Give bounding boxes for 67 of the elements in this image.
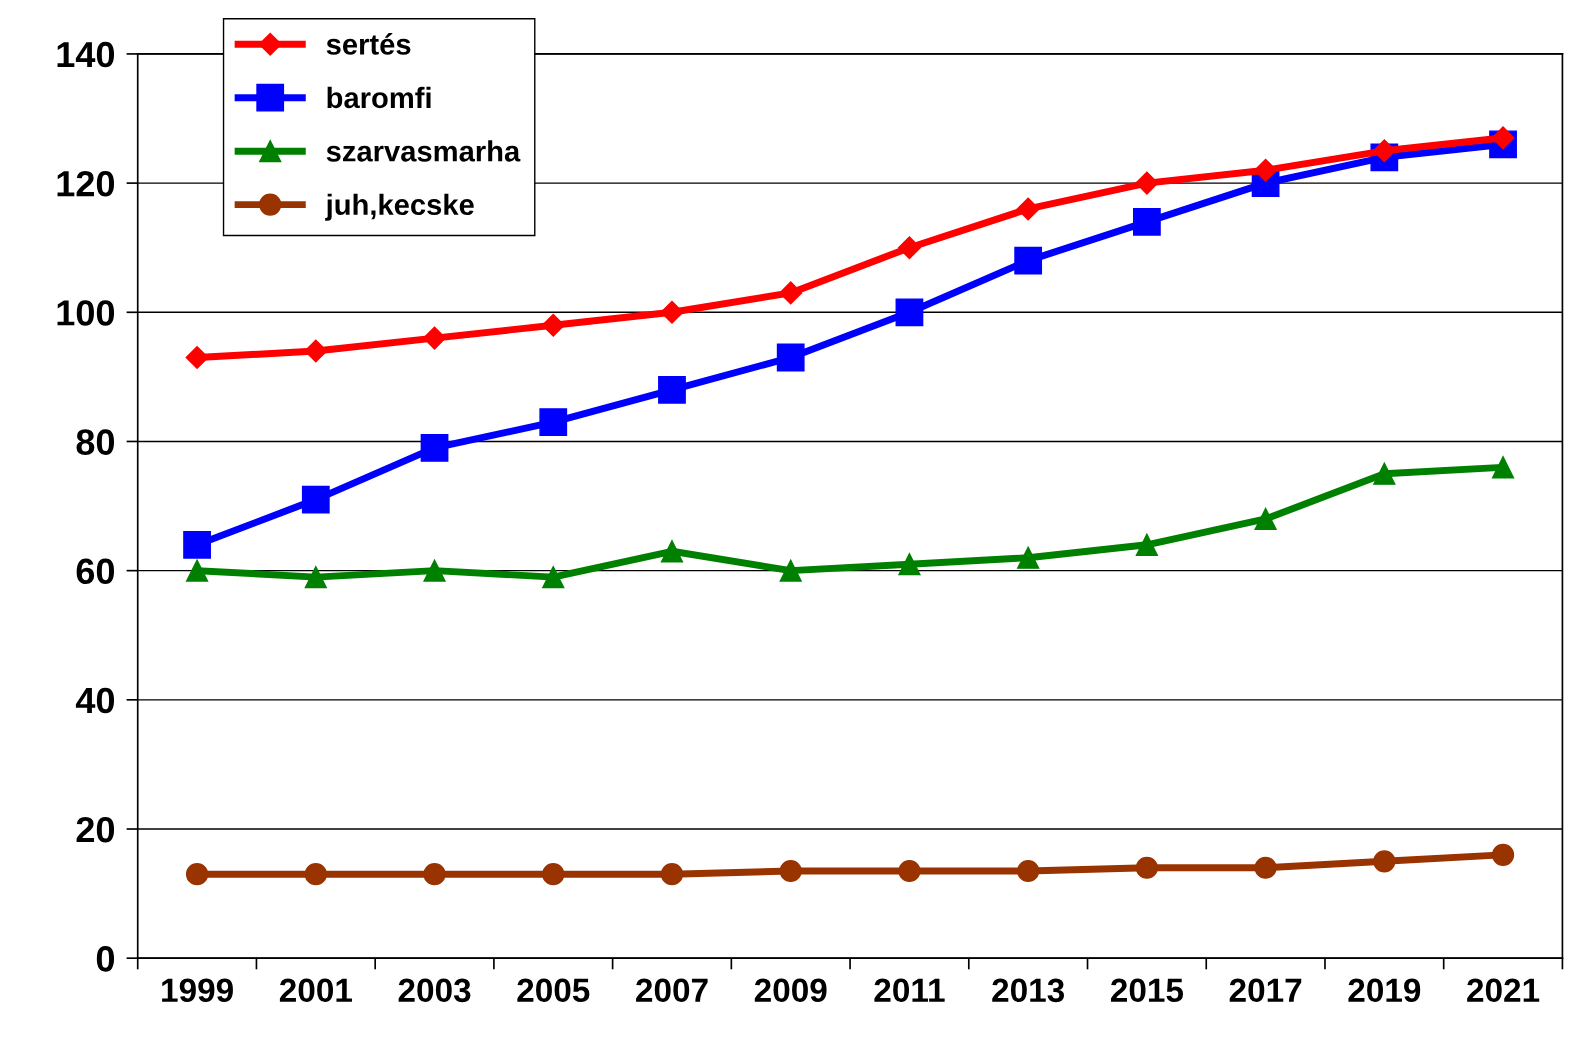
point bbox=[1132, 207, 1161, 236]
point bbox=[542, 863, 565, 886]
y-tick-label: 40 bbox=[75, 687, 115, 714]
point bbox=[423, 326, 447, 350]
x-tick-label: 2005 bbox=[517, 978, 590, 1003]
y-tick-label: 100 bbox=[57, 300, 115, 326]
point bbox=[898, 859, 921, 883]
point bbox=[1135, 171, 1159, 195]
point bbox=[185, 559, 209, 582]
point bbox=[660, 863, 684, 886]
point bbox=[1491, 456, 1515, 479]
legend-label: juh,kecske bbox=[325, 193, 474, 221]
point bbox=[1254, 856, 1277, 879]
x-tick-label: 2021 bbox=[1467, 978, 1540, 1003]
point bbox=[304, 339, 328, 363]
point bbox=[1017, 546, 1040, 569]
point bbox=[779, 281, 803, 305]
x-tick-label: 2001 bbox=[279, 978, 352, 1003]
y-tick-label: 140 bbox=[57, 41, 115, 68]
point bbox=[897, 236, 921, 260]
point bbox=[1014, 246, 1043, 275]
point bbox=[420, 434, 449, 462]
point bbox=[185, 346, 209, 369]
legend-label: baromfi bbox=[327, 86, 431, 109]
x-tick-label: 2019 bbox=[1348, 978, 1421, 1003]
point bbox=[1254, 158, 1278, 182]
point bbox=[1016, 197, 1040, 221]
x-tick-label: 2007 bbox=[636, 978, 708, 1003]
point bbox=[1491, 843, 1515, 866]
point bbox=[541, 313, 565, 337]
y-tick-label: 0 bbox=[96, 946, 115, 972]
point bbox=[895, 298, 924, 327]
point bbox=[539, 408, 568, 436]
x-tick-label: 2009 bbox=[754, 978, 827, 1003]
x-tick-label: 2013 bbox=[992, 978, 1065, 1003]
y-tick-label: 120 bbox=[57, 170, 115, 197]
point bbox=[301, 485, 330, 514]
point bbox=[183, 530, 211, 559]
point bbox=[423, 559, 446, 582]
point bbox=[779, 859, 802, 883]
point bbox=[1017, 859, 1040, 883]
point bbox=[898, 553, 921, 576]
x-tick-label: 2011 bbox=[874, 978, 945, 1003]
point bbox=[423, 863, 446, 886]
point bbox=[185, 863, 209, 886]
point bbox=[658, 375, 686, 404]
point bbox=[1135, 533, 1158, 556]
point bbox=[304, 565, 327, 589]
point bbox=[304, 863, 327, 886]
point bbox=[1135, 856, 1158, 879]
legend-label: szarvasmarha bbox=[326, 140, 521, 162]
point bbox=[776, 343, 805, 372]
x-tick-label: 2017 bbox=[1229, 978, 1302, 1003]
x-tick-label: 1999 bbox=[162, 978, 233, 1003]
x-tick-label: 2003 bbox=[398, 978, 471, 1003]
y-tick-label: 80 bbox=[76, 429, 115, 455]
point bbox=[1373, 850, 1396, 873]
point bbox=[660, 300, 684, 324]
point bbox=[542, 565, 565, 589]
legend-label: sertés bbox=[326, 33, 411, 55]
point bbox=[660, 540, 684, 563]
point bbox=[779, 559, 802, 582]
point bbox=[1373, 462, 1396, 485]
x-tick-label: 2015 bbox=[1110, 978, 1184, 1003]
point bbox=[1254, 507, 1277, 531]
y-tick-label: 60 bbox=[76, 558, 115, 585]
y-tick-label: 20 bbox=[76, 816, 115, 843]
